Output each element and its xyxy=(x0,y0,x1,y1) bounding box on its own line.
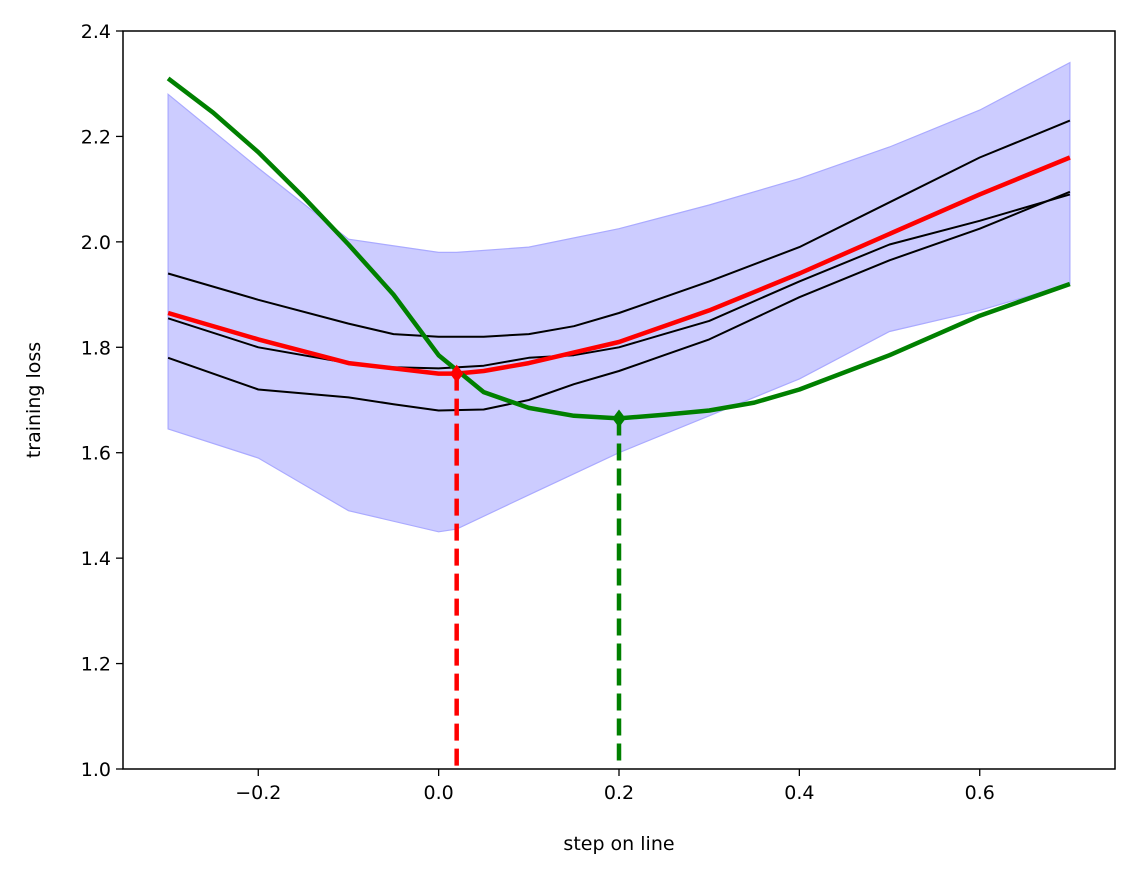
y-tick-label: 1.0 xyxy=(81,759,111,781)
x-tick-label: −0.2 xyxy=(235,782,281,804)
mean-minimum-marker xyxy=(449,364,464,383)
x-tick-label: 0.6 xyxy=(965,782,995,804)
y-tick-label: 2.4 xyxy=(81,21,111,43)
series-line-approximation xyxy=(166,76,1071,421)
y-tick-label: 2.2 xyxy=(81,126,111,148)
x-axis-ticks: −0.2 0.0 0.2 0.4 0.6 xyxy=(235,769,995,804)
x-tick-label: 0.4 xyxy=(784,782,814,804)
minimum-marker-layer xyxy=(449,364,626,769)
series-layer xyxy=(166,76,1071,421)
y-axis-ticks: 1.0 1.2 1.4 1.6 1.8 2.0 2.2 2.4 xyxy=(81,21,123,781)
x-tick-label: 0.0 xyxy=(424,782,454,804)
spread-band xyxy=(167,61,1071,533)
y-tick-label: 1.8 xyxy=(81,337,111,359)
series-line-mean xyxy=(167,155,1071,376)
y-tick-label: 1.6 xyxy=(81,443,111,465)
spread-band-layer xyxy=(167,61,1071,533)
y-axis-label: training loss xyxy=(23,342,45,458)
y-tick-label: 2.0 xyxy=(81,232,111,254)
approximation-minimum-marker xyxy=(612,409,626,428)
series-line-run-c xyxy=(167,190,1071,412)
x-axis-label: step on line xyxy=(563,833,674,855)
y-tick-label: 1.2 xyxy=(81,654,111,676)
y-tick-label: 1.4 xyxy=(81,548,111,570)
x-tick-label: 0.2 xyxy=(604,782,634,804)
series-line-run-a xyxy=(167,119,1071,338)
